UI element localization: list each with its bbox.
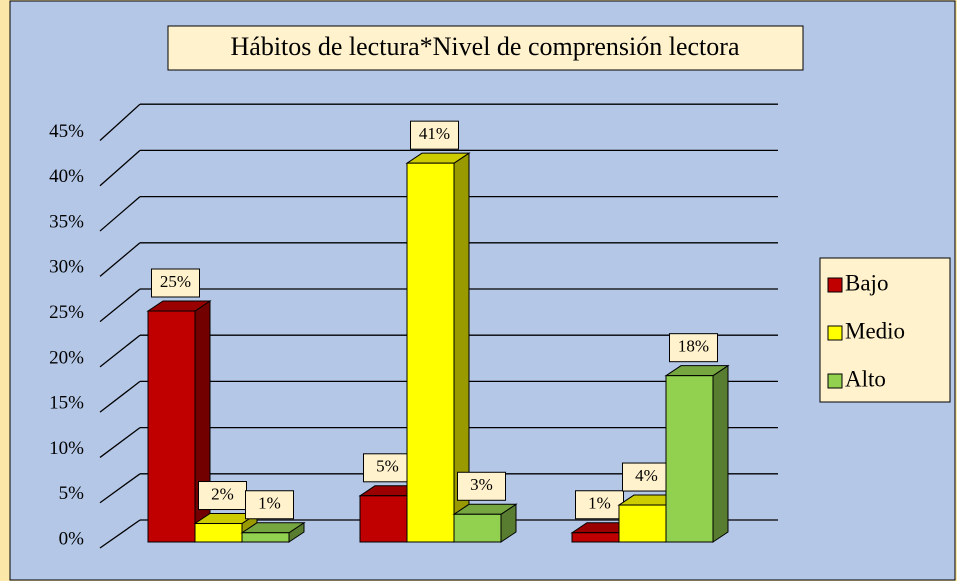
legend-label: Bajo (845, 270, 888, 295)
bar (241, 532, 290, 543)
data-label-box (669, 333, 718, 363)
title-box (167, 25, 804, 71)
bar (453, 513, 502, 543)
data-label-box (457, 471, 506, 501)
bar (406, 162, 455, 543)
data-label: 2% (211, 484, 234, 503)
data-label: 41% (419, 124, 450, 143)
data-label-box (198, 481, 247, 511)
chart-title: Hábitos de lectura*Nivel de comprensión … (231, 32, 740, 61)
legend-swatch (827, 373, 843, 389)
data-label: 4% (635, 466, 658, 485)
y-tick-label: 10% (49, 438, 84, 459)
grid-diagonal (99, 473, 141, 504)
bar (571, 532, 620, 543)
bar (147, 310, 196, 543)
grid-diagonal (99, 519, 141, 549)
data-label: 18% (678, 337, 709, 356)
data-label: 3% (470, 475, 493, 494)
legend-label: Alto (845, 366, 886, 391)
bar (359, 495, 408, 543)
data-label-box (410, 120, 459, 150)
grid-diagonal (99, 427, 141, 458)
bar-side (712, 364, 729, 543)
grid-diagonal (99, 380, 141, 413)
legend-swatch (827, 277, 843, 293)
data-label-box (151, 268, 200, 298)
data-label: 1% (588, 494, 611, 513)
y-tick-label: 40% (49, 166, 84, 187)
data-label: 25% (160, 272, 191, 291)
grid-diagonal (99, 196, 141, 232)
bar (194, 523, 243, 543)
y-tick-label: 25% (49, 302, 84, 323)
legend-label: Medio (845, 318, 905, 343)
grid-diagonal (99, 242, 141, 277)
y-tick-label: 15% (49, 393, 84, 414)
data-label-box (622, 462, 671, 492)
y-tick-label: 0% (59, 528, 85, 549)
data-label-box (575, 490, 624, 520)
grid-diagonal (99, 149, 141, 187)
data-label-box (245, 490, 294, 520)
legend-swatch (827, 325, 843, 341)
y-tick-label: 20% (49, 347, 84, 368)
data-label: 5% (376, 457, 399, 476)
grid-diagonal (99, 103, 141, 141)
bar (665, 375, 714, 543)
y-tick-label: 35% (49, 211, 84, 232)
bar (618, 504, 667, 543)
grid-diagonal (99, 288, 141, 323)
y-tick-label: 5% (59, 483, 85, 504)
data-label: 1% (258, 494, 281, 513)
y-tick-label: 30% (49, 257, 84, 278)
grid-diagonal (99, 334, 141, 368)
y-tick-label: 45% (49, 121, 84, 142)
